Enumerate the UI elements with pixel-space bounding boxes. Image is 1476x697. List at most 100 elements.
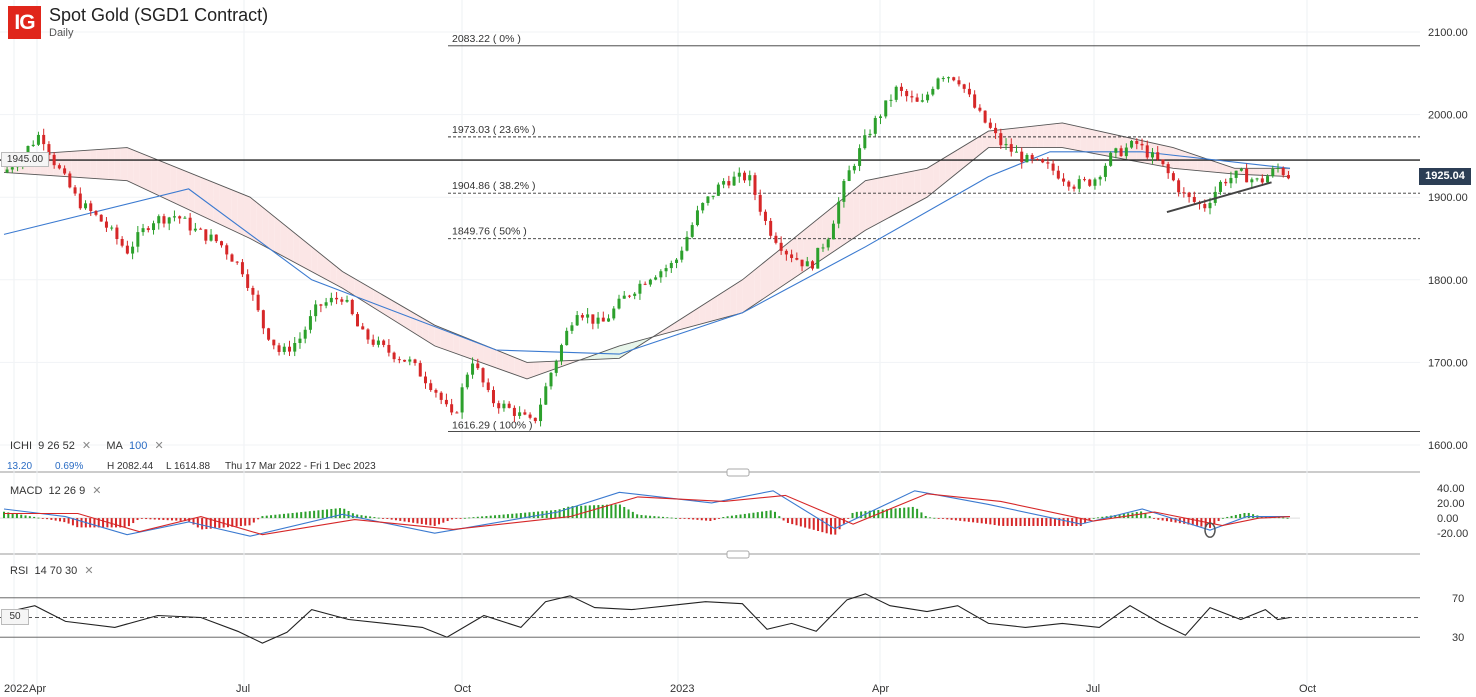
candle-body [607, 318, 611, 322]
macd-hist-bar [489, 515, 492, 519]
cloud-segment [1050, 123, 1057, 148]
x-tick-label: Oct [1299, 683, 1316, 695]
candle-body [1245, 168, 1249, 183]
cloud-segment [908, 170, 915, 208]
senkou-span-a [3, 122, 1290, 363]
candle-body [162, 216, 166, 224]
macd-hist-bar [476, 516, 479, 519]
cloud-segment [139, 152, 146, 190]
macd-hist-bar [265, 515, 268, 519]
candle-body [36, 134, 40, 145]
cloud-segment [373, 289, 380, 312]
macd-hist-bar [881, 509, 884, 519]
macd-hist-bar [455, 518, 458, 519]
cloud-segment [120, 147, 128, 181]
macd-hist-bar [924, 515, 927, 519]
candle-body [1135, 140, 1139, 144]
candle-body [329, 297, 333, 303]
cloud-segment [637, 339, 644, 347]
candle-body [910, 96, 914, 98]
candle-body [988, 122, 992, 128]
macd-hist-bar [390, 518, 393, 520]
ichimoku-close-icon[interactable]: ✕ [81, 440, 92, 452]
macd-hist-bar [3, 511, 5, 519]
cloud-segment [256, 202, 263, 246]
candle-body [345, 299, 349, 302]
rsi-params: 14 70 30 [34, 565, 78, 577]
candle-body [172, 216, 176, 218]
macd-hist-bar [446, 518, 449, 522]
cloud-segment [348, 275, 355, 296]
rsi-legend[interactable]: RSI 14 70 30 ✕ [10, 564, 94, 577]
macd-hist-bar [76, 518, 79, 528]
ichimoku-legend[interactable]: ICHI 9 26 52 ✕ MA 100 ✕ [10, 439, 164, 452]
candle-body [73, 187, 77, 194]
cloud-segment [1043, 124, 1051, 148]
candle-body [580, 315, 584, 318]
ma-100-line [3, 151, 1291, 355]
candle-body [523, 412, 527, 415]
x-tick-label: Oct [454, 683, 471, 695]
cloud-segment [1080, 126, 1087, 153]
macd-hist-bar [537, 511, 540, 519]
macd-hist-bar [756, 512, 759, 519]
candle-body [753, 175, 757, 195]
macd-hist-bar [347, 511, 350, 519]
macd-hist-bar [433, 518, 436, 526]
candle-body [141, 228, 145, 233]
macd-close-icon[interactable]: ✕ [92, 485, 102, 497]
macd-hist-bar [274, 514, 277, 519]
ma-close-icon[interactable]: ✕ [154, 440, 164, 452]
macd-hist-bar [997, 518, 1000, 526]
macd-hist-bar [1183, 518, 1186, 524]
candle-body [1224, 181, 1228, 184]
macd-hist-bar [661, 516, 664, 519]
macd-hist-bar [610, 504, 613, 519]
macd-hist-bar [407, 518, 410, 523]
candle-body [397, 359, 401, 361]
macd-hist-bar [7, 512, 10, 519]
macd-axis-label: -20.00 [1437, 528, 1468, 540]
macd-hist-bar [1277, 517, 1280, 519]
x-tick-label: Jul [1086, 683, 1100, 695]
macd-hist-bar [1196, 518, 1199, 526]
rsi-close-icon[interactable]: ✕ [84, 565, 94, 577]
cloud-segment [859, 180, 866, 235]
macd-hist-bar [209, 518, 212, 529]
candle-body [1077, 179, 1081, 189]
cloud-segment [933, 160, 940, 193]
candle-body [758, 194, 762, 212]
macd-hist-bar [679, 518, 682, 519]
candle-body [418, 363, 422, 377]
macd-hist-bar [1097, 517, 1100, 519]
candle-body [1103, 165, 1107, 177]
macd-hist-bar [386, 518, 389, 519]
cloud-segment [970, 138, 977, 163]
cloud-segment [1105, 132, 1112, 157]
candle-body [376, 340, 380, 345]
macd-legend[interactable]: MACD 12 26 9 ✕ [10, 484, 102, 497]
candle-body [1203, 204, 1207, 209]
candle-body [905, 90, 909, 97]
macd-hist-bar [860, 511, 863, 519]
candle-body [554, 361, 558, 373]
cloud-segment [1203, 157, 1211, 172]
candle-body [1004, 144, 1008, 146]
macd-hist-bar [791, 518, 794, 525]
rsi-name: RSI [10, 565, 29, 577]
cloud-segment [1253, 168, 1260, 176]
macd-hist-bar [37, 517, 40, 519]
macd-hist-bar [218, 518, 221, 528]
candle-body [319, 304, 323, 306]
candle-body [1239, 168, 1243, 171]
macd-hist-bar [554, 510, 557, 519]
candle-body [251, 287, 255, 295]
cloud-segment [963, 142, 971, 168]
candle-body [293, 343, 297, 352]
macd-hist-bar [627, 509, 630, 519]
candle-body [957, 80, 961, 85]
candle-body [675, 259, 679, 263]
candle-body [1035, 158, 1039, 160]
candle-body [157, 216, 161, 224]
candle-body [502, 403, 506, 409]
